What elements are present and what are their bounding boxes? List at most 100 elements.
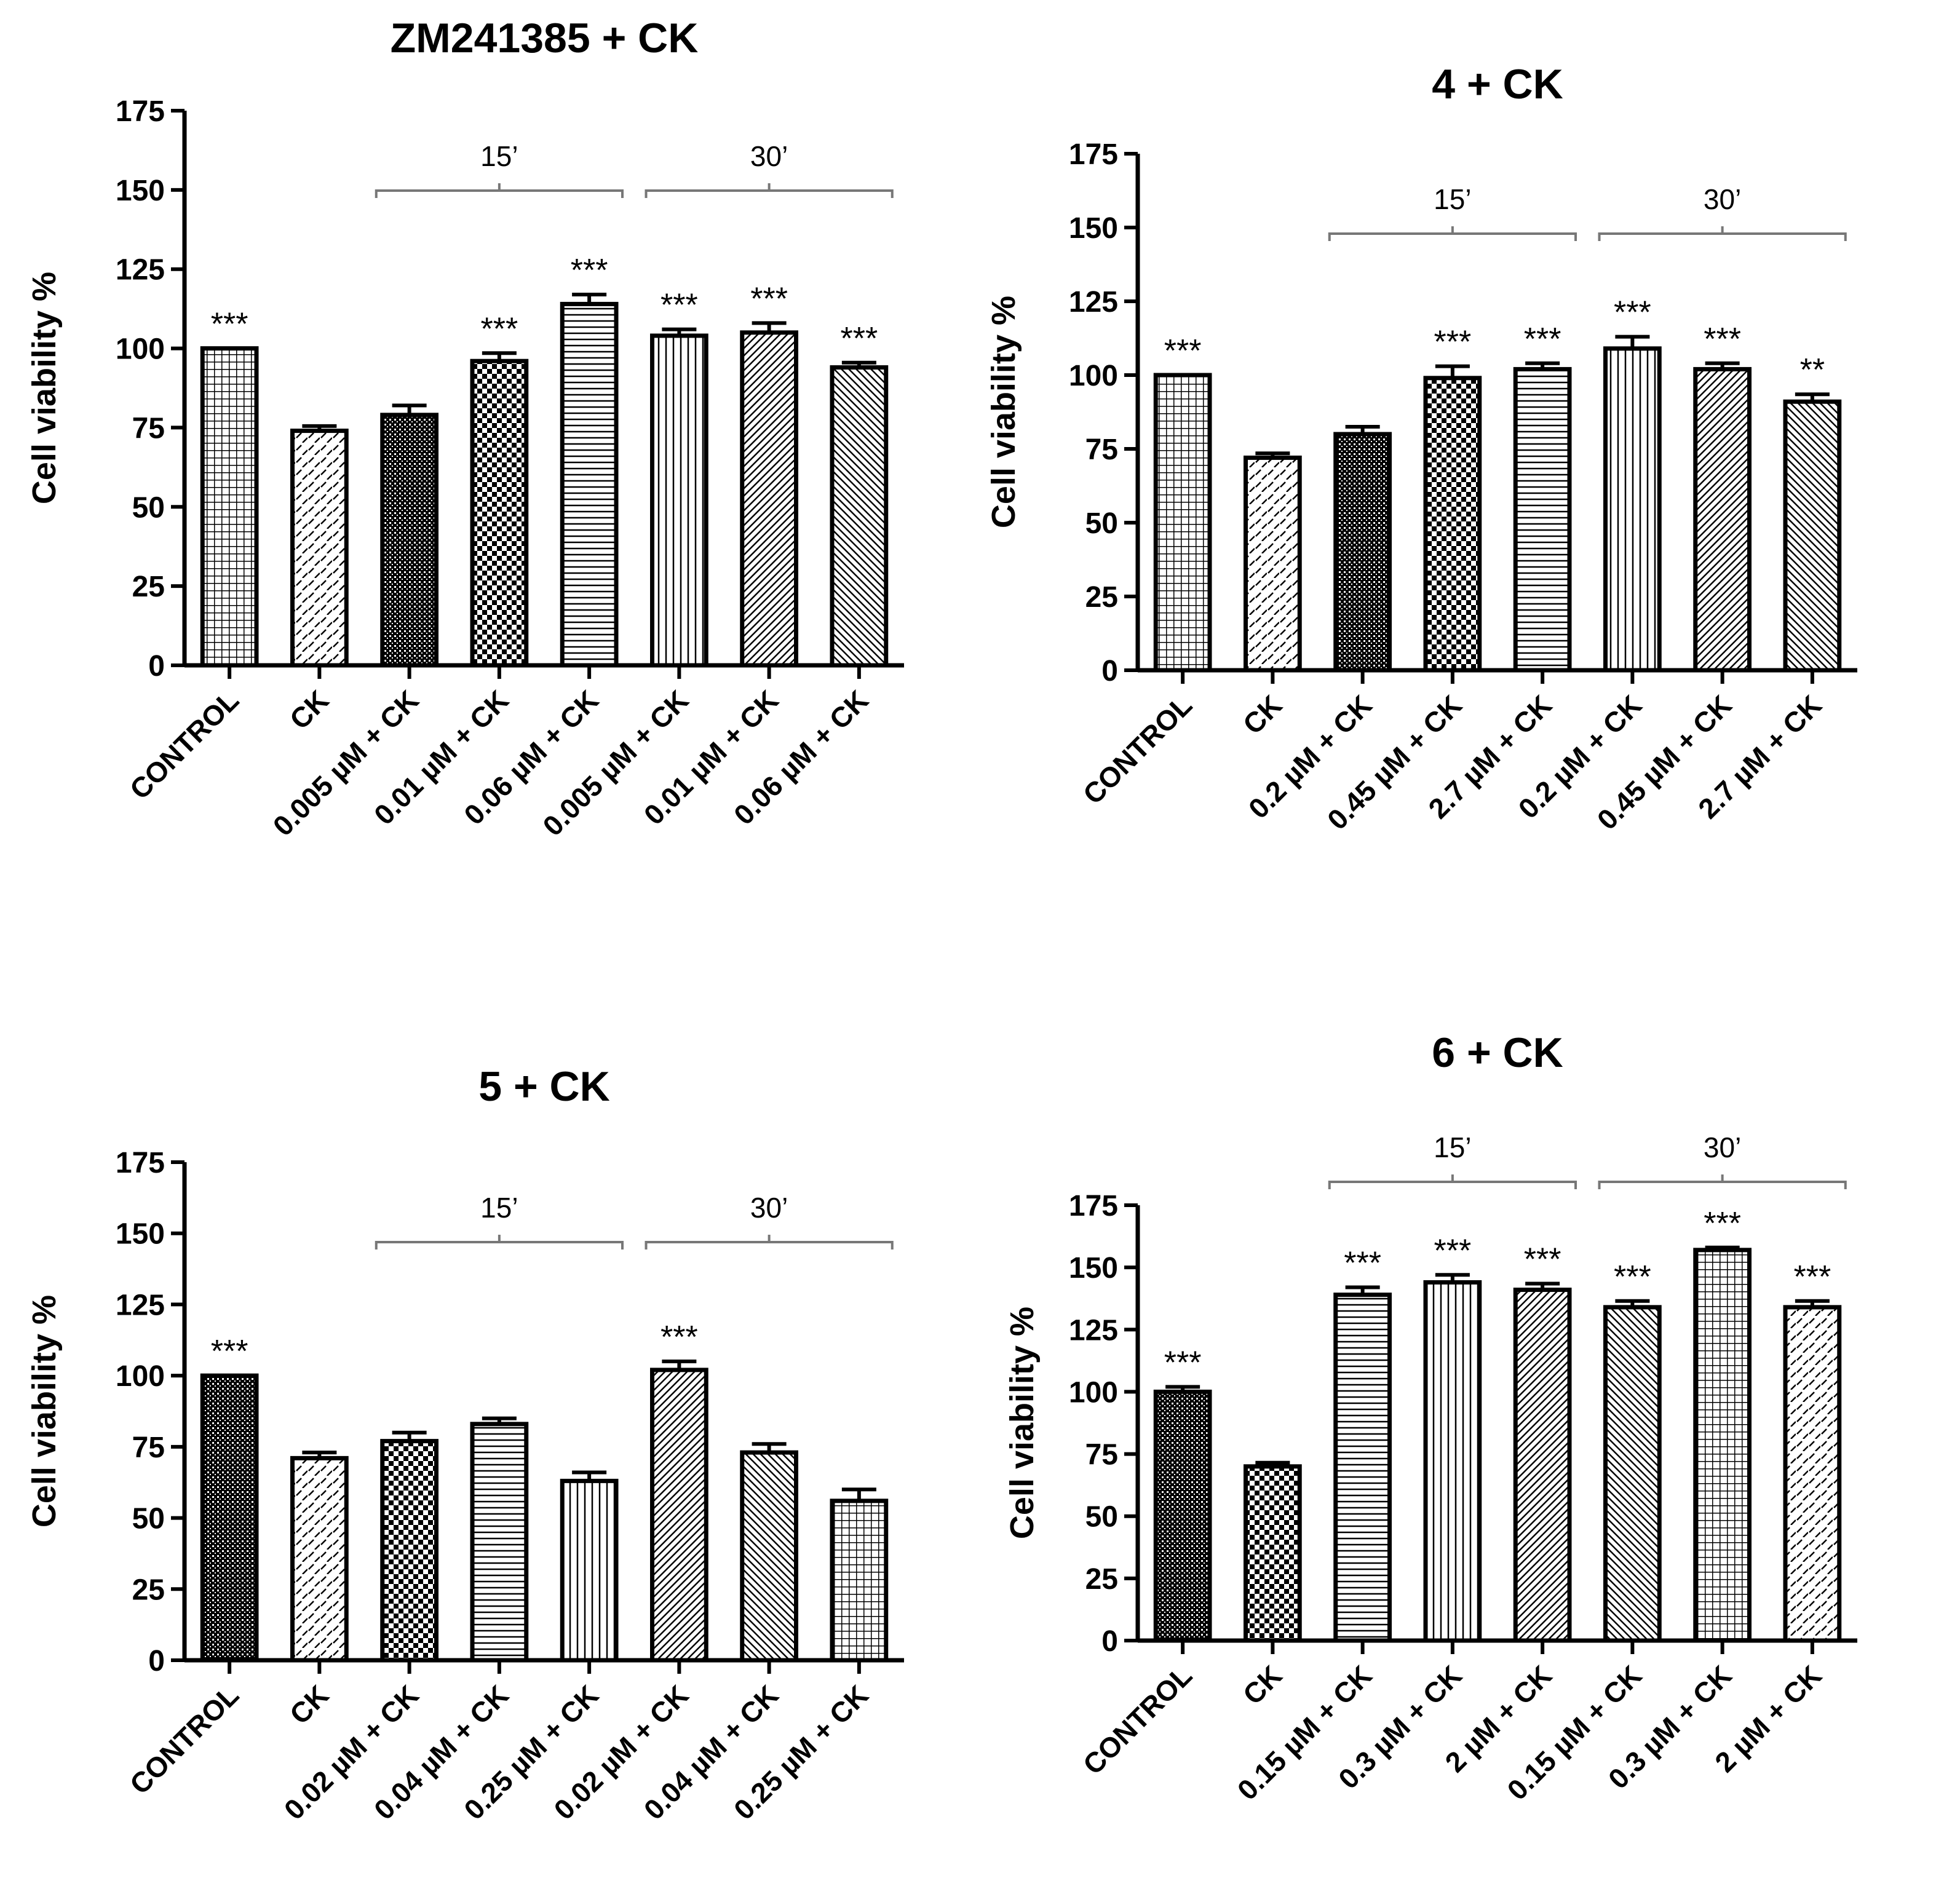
y-tick-label: 175 [1069,1190,1118,1222]
significance-label: *** [211,1334,248,1369]
y-axis-label: Cell viability % [26,272,63,504]
group-bracket [645,1235,894,1249]
significance-label: *** [481,311,518,347]
group-bracket [1328,226,1577,241]
y-tick-label: 150 [1069,1252,1118,1285]
chart-panel-3: 5 + CK Cell viability % 0 25 50 75 100 125 150 17… [26,1063,904,1826]
y-axis-label: Cell viability % [985,296,1022,528]
significance-label: *** [750,281,788,317]
y-tick-label: 100 [1069,1376,1118,1409]
y-tick-label: 125 [116,254,165,287]
group-label: 30’ [750,1192,788,1224]
chart-panel-4: 6 + CK Cell viability % 0 25 50 75 100 125 150 17… [1004,1029,1857,1806]
bar [740,330,798,668]
y-tick-label: 125 [1069,286,1118,319]
significance-label: *** [1524,322,1561,357]
significance-label: ** [1800,352,1825,388]
bar [1244,1464,1302,1643]
bar [290,429,349,668]
significance-label: *** [1434,1233,1472,1269]
bar [830,365,889,668]
y-tick-label: 0 [148,1645,165,1677]
bar [1513,1288,1572,1643]
y-tick-label: 175 [116,1147,165,1179]
bar [1244,455,1302,673]
significance-label: *** [1614,1259,1651,1295]
bar [470,358,529,668]
significance-label: *** [1524,1241,1561,1277]
y-axis-label: Cell viability % [26,1295,63,1527]
significance-label: *** [841,321,878,357]
bar [1333,432,1392,673]
y-tick-label: 25 [1085,1563,1118,1596]
y-tick-label: 25 [132,1574,165,1606]
group-bracket [1598,226,1847,241]
y-tick-label: 50 [1085,507,1118,540]
x-tick-label: CONTROL [124,684,245,806]
group-label: 15’ [480,1192,518,1224]
group-label: 15’ [1434,1131,1471,1163]
y-tick-label: 100 [116,1360,165,1393]
bar [1333,1293,1392,1643]
chart-title: ZM241385 + CK [391,15,699,61]
bar [380,413,438,668]
bar [470,1422,529,1663]
y-tick-label: 25 [1085,581,1118,614]
bar [650,1368,708,1663]
group-label: 30’ [1704,1131,1741,1163]
group-bracket [375,183,624,198]
significance-label: *** [1704,1206,1741,1241]
y-tick-label: 0 [1101,655,1118,687]
significance-label: *** [1614,295,1651,331]
x-tick-label: CK [1237,689,1288,740]
bar [200,1373,259,1663]
y-tick-label: 150 [116,175,165,207]
y-tick-label: 125 [1069,1314,1118,1347]
y-tick-label: 150 [1069,212,1118,245]
y-tick-label: 50 [132,1503,165,1535]
y-tick-label: 75 [1085,434,1118,466]
group-bracket [375,1235,624,1249]
bar [1603,346,1662,673]
significance-label: *** [1704,322,1741,357]
bar [1423,376,1482,673]
x-tick-label: CONTROL [124,1679,245,1800]
bar [290,1455,349,1663]
y-tick-label: 175 [1069,138,1118,171]
y-tick-label: 175 [116,95,165,128]
group-bracket [1328,1174,1577,1189]
y-axis-label: Cell viability % [1004,1307,1041,1539]
y-tick-label: 75 [1085,1439,1118,1471]
bar [380,1439,438,1663]
y-tick-label: 75 [132,1432,165,1464]
group-label: 30’ [750,140,788,172]
chart-panel-2: 4 + CK Cell viability % 0 25 50 75 100 125 150 17… [985,61,1857,836]
y-tick-label: 125 [116,1289,165,1321]
bar [1513,366,1572,673]
group-bracket [1598,1174,1847,1189]
significance-label: *** [1164,1345,1202,1380]
x-tick-label: CK [284,684,335,735]
group-label: 15’ [480,140,518,172]
bar [1423,1280,1482,1643]
x-tick-label: CK [1237,1659,1288,1711]
bar [1783,399,1842,673]
chart-title: 4 + CK [1432,61,1563,108]
bar [1783,1305,1842,1643]
group-bracket [645,183,894,198]
chart-title: 6 + CK [1432,1029,1563,1076]
significance-label: *** [1344,1246,1381,1281]
x-tick-label: CK [284,1679,335,1730]
significance-label: *** [661,288,698,323]
bar [560,1478,619,1663]
y-tick-label: 0 [1101,1625,1118,1658]
y-tick-label: 100 [116,333,165,366]
y-tick-label: 50 [1085,1501,1118,1534]
bar [200,346,259,668]
significance-label: *** [211,307,248,343]
bar [1153,1389,1212,1643]
bar [740,1450,798,1663]
significance-label: *** [1434,325,1472,360]
y-tick-label: 75 [132,412,165,445]
